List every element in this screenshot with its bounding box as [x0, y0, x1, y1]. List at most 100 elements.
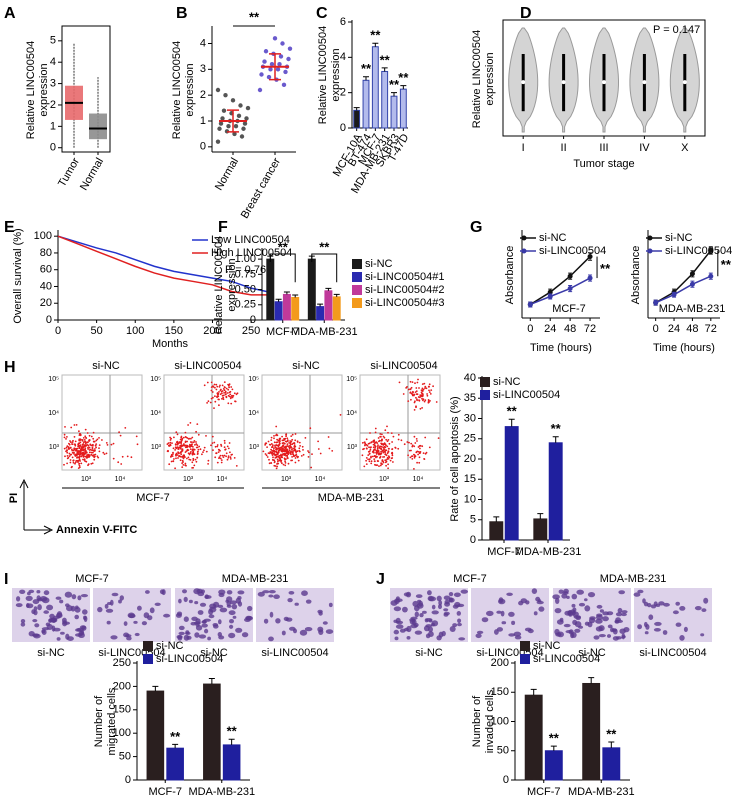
- cell: [105, 608, 114, 613]
- event: [66, 457, 69, 460]
- event: [82, 441, 85, 444]
- event: [90, 462, 93, 465]
- x-tick-label: 24: [668, 323, 680, 335]
- event: [223, 442, 226, 444]
- cell: [620, 612, 627, 617]
- event: [73, 424, 76, 426]
- cell: [111, 592, 119, 597]
- x-tick-label: 0: [653, 323, 659, 335]
- cell: [557, 631, 564, 638]
- event: [421, 383, 424, 385]
- cell: [201, 620, 207, 624]
- event: [295, 453, 298, 456]
- event: [281, 462, 283, 465]
- event: [407, 454, 409, 457]
- cell: [431, 610, 439, 615]
- event: [194, 458, 197, 461]
- bar: [307, 258, 316, 321]
- y-tick-label: 4: [340, 51, 346, 63]
- event: [293, 444, 296, 446]
- event: [267, 440, 270, 443]
- cell: [281, 630, 286, 636]
- y-tick-label: 2: [50, 99, 56, 111]
- event: [223, 446, 226, 449]
- event: [98, 437, 100, 439]
- event: [415, 390, 418, 392]
- event: [213, 407, 215, 409]
- event: [327, 436, 330, 438]
- axis-arrow: [19, 478, 54, 535]
- event: [209, 401, 212, 404]
- event: [270, 439, 273, 441]
- event: [317, 440, 319, 443]
- event: [419, 394, 422, 396]
- event: [196, 423, 199, 425]
- event: [386, 452, 389, 455]
- event: [74, 461, 77, 464]
- cell: [662, 630, 668, 635]
- point: [239, 134, 245, 139]
- annotation: **: [278, 239, 289, 254]
- series-line: [655, 275, 712, 304]
- event: [84, 441, 87, 443]
- event: [277, 460, 279, 463]
- event: [98, 444, 101, 446]
- bar: [166, 747, 184, 781]
- cell: [508, 633, 516, 637]
- condition-label: si-NC: [415, 647, 443, 659]
- event: [382, 444, 385, 446]
- event: [98, 447, 100, 449]
- event: [397, 438, 400, 441]
- event: [207, 463, 210, 465]
- cell: [441, 630, 446, 637]
- cell: [20, 619, 26, 624]
- event: [215, 452, 218, 455]
- cell: [453, 592, 461, 598]
- event: [102, 451, 105, 454]
- violin-median: [521, 80, 526, 85]
- cell: [195, 623, 200, 627]
- y-tick-label: 10⁵: [48, 376, 59, 383]
- event: [291, 448, 293, 451]
- event: [365, 457, 368, 459]
- event: [197, 448, 200, 451]
- event: [94, 453, 97, 456]
- cell: [123, 632, 130, 638]
- cell: [27, 591, 31, 596]
- error-bar: [333, 293, 340, 297]
- event: [383, 450, 386, 453]
- event: [86, 432, 89, 434]
- event: [280, 459, 283, 462]
- y-tick-label: 4: [50, 56, 56, 68]
- bracket: [269, 253, 296, 283]
- point: [281, 82, 287, 88]
- event: [414, 391, 417, 393]
- cell: [457, 622, 462, 627]
- event: [264, 442, 267, 445]
- bar: [353, 109, 361, 129]
- cell: [133, 620, 138, 624]
- cell: [406, 636, 411, 640]
- cell: [402, 606, 408, 613]
- event: [175, 447, 178, 450]
- event: [229, 451, 231, 454]
- event: [76, 447, 79, 450]
- event: [381, 459, 384, 461]
- legend-label: si-NC: [533, 640, 561, 652]
- event: [223, 392, 226, 394]
- event: [365, 447, 368, 450]
- bar: [399, 88, 407, 129]
- y-tick-label: 0: [250, 314, 256, 326]
- event: [275, 451, 278, 453]
- cell: [273, 594, 280, 599]
- event: [222, 398, 225, 401]
- event: [121, 455, 124, 458]
- event: [367, 458, 369, 461]
- event: [91, 449, 94, 451]
- event: [219, 454, 222, 457]
- y-axis-label: Relative LINC00504: [471, 30, 483, 128]
- event: [296, 440, 299, 443]
- cell: [565, 630, 573, 634]
- event: [214, 386, 216, 389]
- event: [426, 393, 428, 395]
